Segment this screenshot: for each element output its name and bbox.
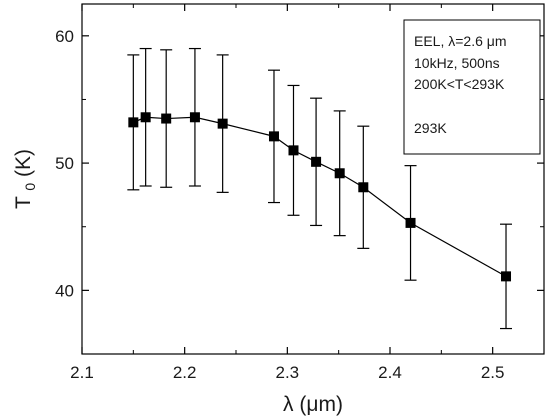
plot-area-border bbox=[81, 3, 545, 355]
data-point bbox=[405, 217, 416, 228]
data-point bbox=[268, 131, 279, 142]
legend-box: EEL, λ=2.6 μm 10kHz, 500ns 200K<T<293K 2… bbox=[403, 19, 541, 155]
y-axis-title-subscript: 0 bbox=[22, 183, 38, 191]
y-axis-title-main: T bbox=[12, 196, 35, 209]
data-point bbox=[501, 271, 512, 282]
x-tick-label: 2.5 bbox=[481, 363, 505, 382]
data-point bbox=[334, 168, 345, 179]
data-point bbox=[140, 112, 151, 123]
y-axis-title-unit: (K) bbox=[12, 149, 35, 177]
legend-line-1: EEL, λ=2.6 μm bbox=[414, 33, 507, 49]
data-points-group bbox=[128, 112, 512, 282]
data-point bbox=[311, 156, 322, 167]
data-point bbox=[189, 112, 200, 123]
data-point bbox=[288, 145, 299, 156]
legend-line-5: 293K bbox=[414, 120, 447, 136]
x-tick-label: 2.4 bbox=[378, 363, 402, 382]
data-point bbox=[358, 182, 369, 193]
y-tick-label: 50 bbox=[55, 154, 74, 173]
x-tick-label: 2.2 bbox=[173, 363, 197, 382]
data-point bbox=[128, 117, 139, 128]
x-tick-label: 2.1 bbox=[70, 363, 94, 382]
legend-line-2: 10kHz, 500ns bbox=[414, 55, 500, 71]
x-tick-label: 2.3 bbox=[276, 363, 300, 382]
y-tick-label: 60 bbox=[55, 27, 74, 46]
legend-frame bbox=[403, 19, 541, 155]
x-axis-title: λ (μm) bbox=[283, 393, 343, 416]
axis-ticks-group: 2.1 2.2 2.3 2.4 2.5 40 50 60 bbox=[55, 4, 544, 382]
data-point bbox=[217, 118, 228, 129]
y-axis-title: T 0 (K) bbox=[12, 149, 40, 209]
legend-line-3: 200K<T<293K bbox=[414, 76, 505, 92]
plot-frame-group bbox=[81, 3, 545, 355]
y-tick-label: 40 bbox=[55, 281, 74, 300]
data-point bbox=[161, 113, 172, 124]
